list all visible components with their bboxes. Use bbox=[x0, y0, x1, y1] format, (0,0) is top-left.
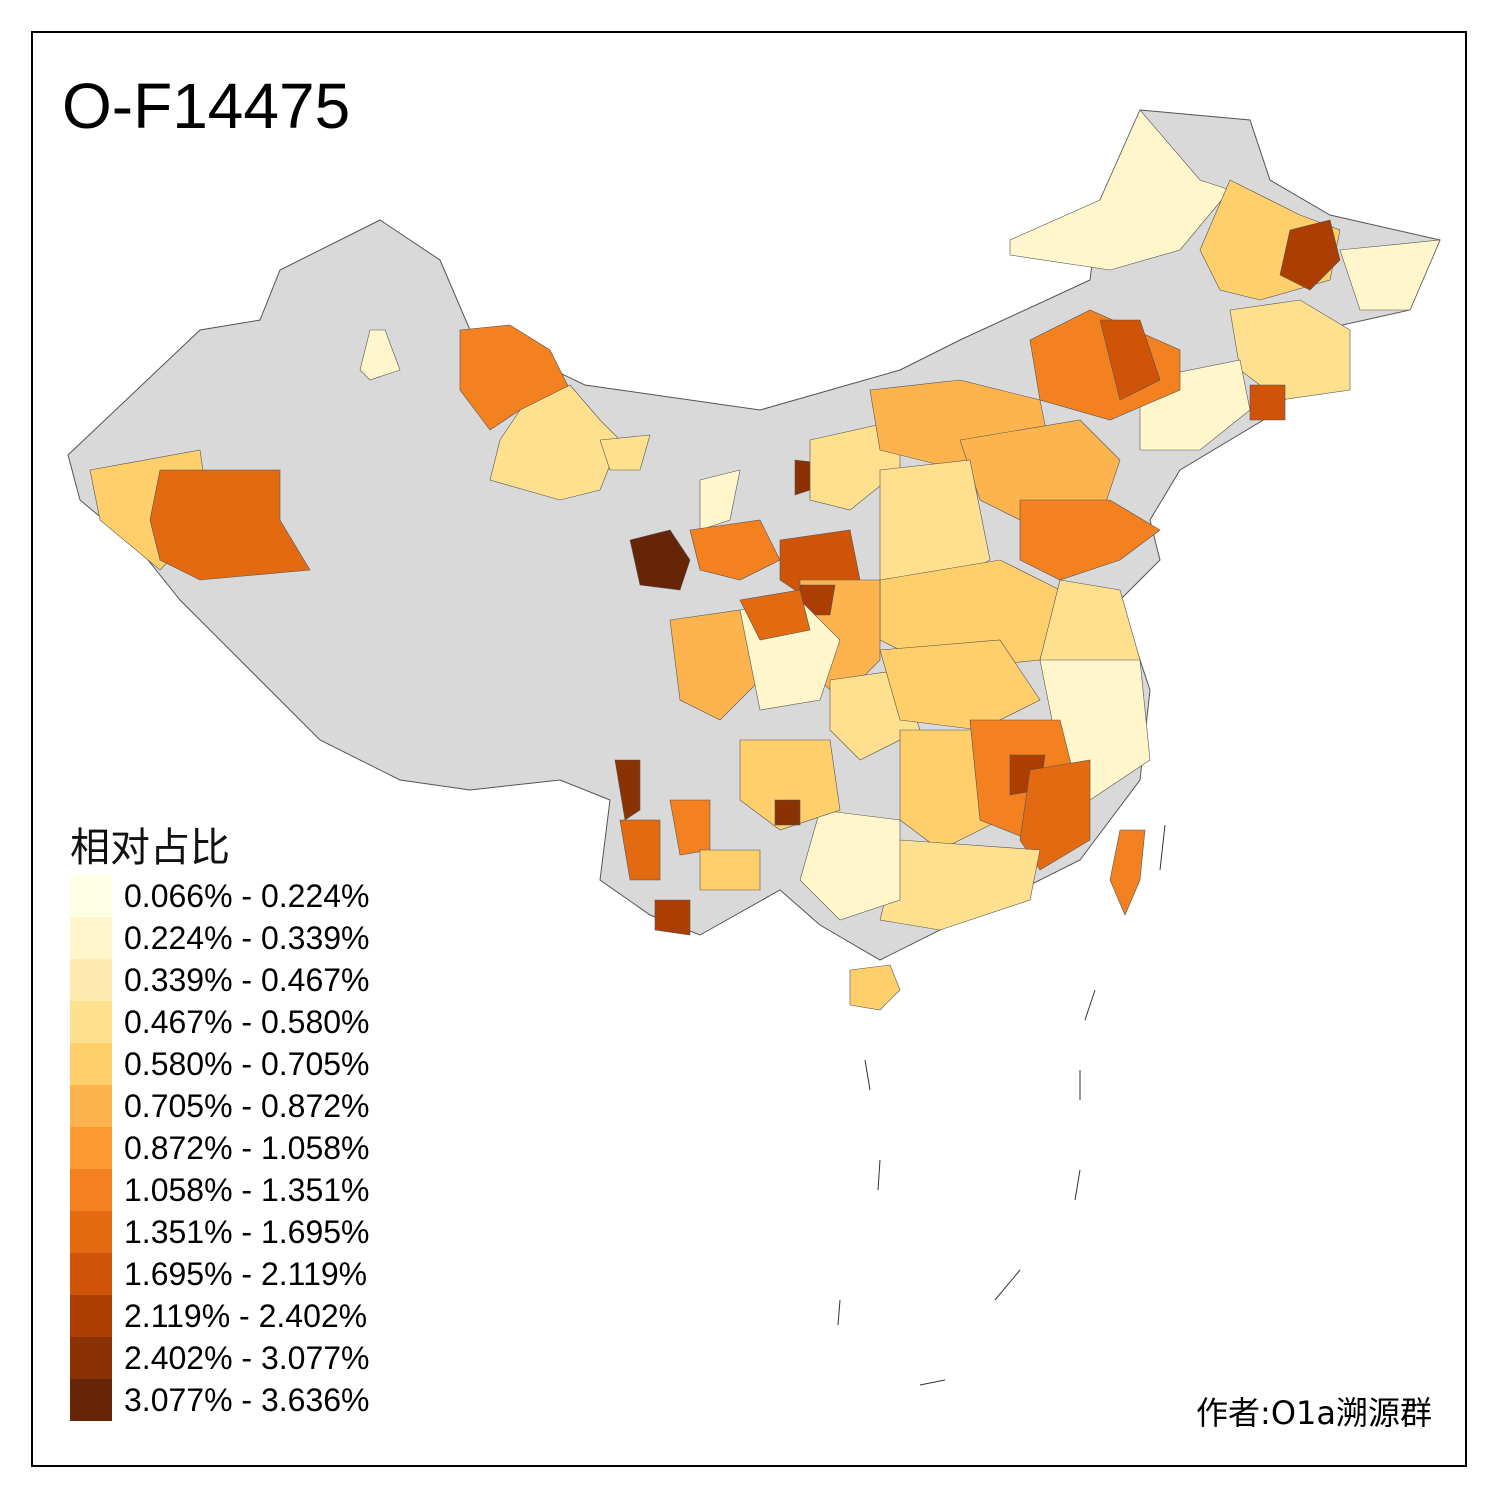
legend-label: 1.695% - 2.119% bbox=[124, 1255, 368, 1292]
region-xj-urumqi bbox=[359, 329, 401, 381]
legend-label: 0.224% - 0.339% bbox=[124, 919, 370, 956]
region-ne-jilin-dark bbox=[1249, 384, 1286, 421]
legend-row: 0.872% - 1.058% bbox=[70, 1127, 370, 1169]
region-guangdong bbox=[879, 839, 1041, 931]
legend-label: 2.119% - 2.402% bbox=[124, 1297, 368, 1334]
region-fujian bbox=[1019, 759, 1091, 871]
legend-row: 0.467% - 0.580% bbox=[70, 1001, 370, 1043]
legend-swatch bbox=[70, 1127, 112, 1169]
legend-swatch bbox=[70, 1295, 112, 1337]
legend-row: 0.339% - 0.467% bbox=[70, 959, 370, 1001]
legend-row: 2.402% - 3.077% bbox=[70, 1337, 370, 1379]
legend-row: 1.695% - 2.119% bbox=[70, 1253, 370, 1295]
region-gansu-b bbox=[689, 519, 781, 581]
legend-swatch bbox=[70, 1043, 112, 1085]
region-xj-east bbox=[489, 384, 621, 501]
map-title: O-F14475 bbox=[62, 70, 351, 142]
legend-rows: 0.066% - 0.224% 0.224% - 0.339% 0.339% - 0… bbox=[70, 875, 370, 1421]
legend-swatch bbox=[70, 959, 112, 1001]
legend-label: 0.872% - 1.058% bbox=[124, 1129, 370, 1166]
legend-swatch bbox=[70, 1253, 112, 1295]
legend-swatch bbox=[70, 1379, 112, 1421]
map-frame bbox=[31, 31, 1467, 1467]
legend-row: 0.066% - 0.224% bbox=[70, 875, 370, 917]
legend-label: 0.339% - 0.467% bbox=[124, 961, 370, 998]
legend-label: 0.580% - 0.705% bbox=[124, 1045, 370, 1082]
legend-row: 1.351% - 1.695% bbox=[70, 1211, 370, 1253]
author-credit: 作者:O1a溯源群 bbox=[1196, 1394, 1432, 1432]
region-hainan bbox=[849, 964, 901, 1011]
region-guizhou-dark bbox=[774, 799, 801, 826]
region-gansu-d bbox=[794, 459, 813, 496]
legend-label: 2.402% - 3.077% bbox=[124, 1339, 370, 1376]
legend: 相对占比 0.066% - 0.224% 0.224% - 0.339% 0.339… bbox=[70, 815, 370, 1421]
legend-swatch bbox=[70, 1001, 112, 1043]
legend-swatch bbox=[70, 917, 112, 959]
region-ne-dark bbox=[1279, 219, 1341, 291]
region-shandong bbox=[1019, 499, 1161, 581]
legend-row: 3.077% - 3.636% bbox=[70, 1379, 370, 1421]
legend-label: 0.705% - 0.872% bbox=[124, 1087, 370, 1124]
region-nm-central-dark bbox=[1099, 319, 1161, 401]
region-taiwan bbox=[1109, 829, 1146, 916]
region-yunnan-c bbox=[699, 849, 761, 891]
region-guangxi bbox=[799, 809, 901, 921]
region-yunnan-west bbox=[614, 759, 641, 821]
region-yunnan-a bbox=[619, 819, 661, 881]
south-china-sea-islands bbox=[837, 824, 1166, 1386]
region-guizhou bbox=[739, 739, 841, 831]
legend-row: 0.224% - 0.339% bbox=[70, 917, 370, 959]
legend-label: 1.351% - 1.695% bbox=[124, 1213, 370, 1250]
region-ne-east bbox=[1339, 239, 1441, 311]
legend-row: 0.705% - 0.872% bbox=[70, 1085, 370, 1127]
legend-swatch bbox=[70, 1337, 112, 1379]
legend-swatch bbox=[70, 1085, 112, 1127]
legend-swatch bbox=[70, 1211, 112, 1253]
region-qh-dark bbox=[629, 529, 691, 591]
legend-swatch bbox=[70, 1169, 112, 1211]
region-sichuan-red bbox=[739, 589, 811, 641]
region-yunnan-south bbox=[654, 899, 691, 936]
legend-label: 0.467% - 0.580% bbox=[124, 1003, 370, 1040]
region-sichuan-west bbox=[669, 609, 761, 721]
legend-row: 1.058% - 1.351% bbox=[70, 1169, 370, 1211]
legend-label: 3.077% - 3.636% bbox=[124, 1381, 370, 1418]
legend-row: 2.119% - 2.402% bbox=[70, 1295, 370, 1337]
region-hubei bbox=[879, 639, 1041, 731]
region-gansu-a bbox=[699, 469, 741, 531]
legend-swatch bbox=[70, 875, 112, 917]
legend-title: 相对占比 bbox=[70, 825, 230, 871]
legend-label: 0.066% - 0.224% bbox=[124, 877, 370, 914]
region-xj-south bbox=[149, 469, 311, 581]
legend-label: 1.058% - 1.351% bbox=[124, 1171, 370, 1208]
region-xj-hami bbox=[599, 434, 651, 471]
legend-row: 0.580% - 0.705% bbox=[70, 1043, 370, 1085]
